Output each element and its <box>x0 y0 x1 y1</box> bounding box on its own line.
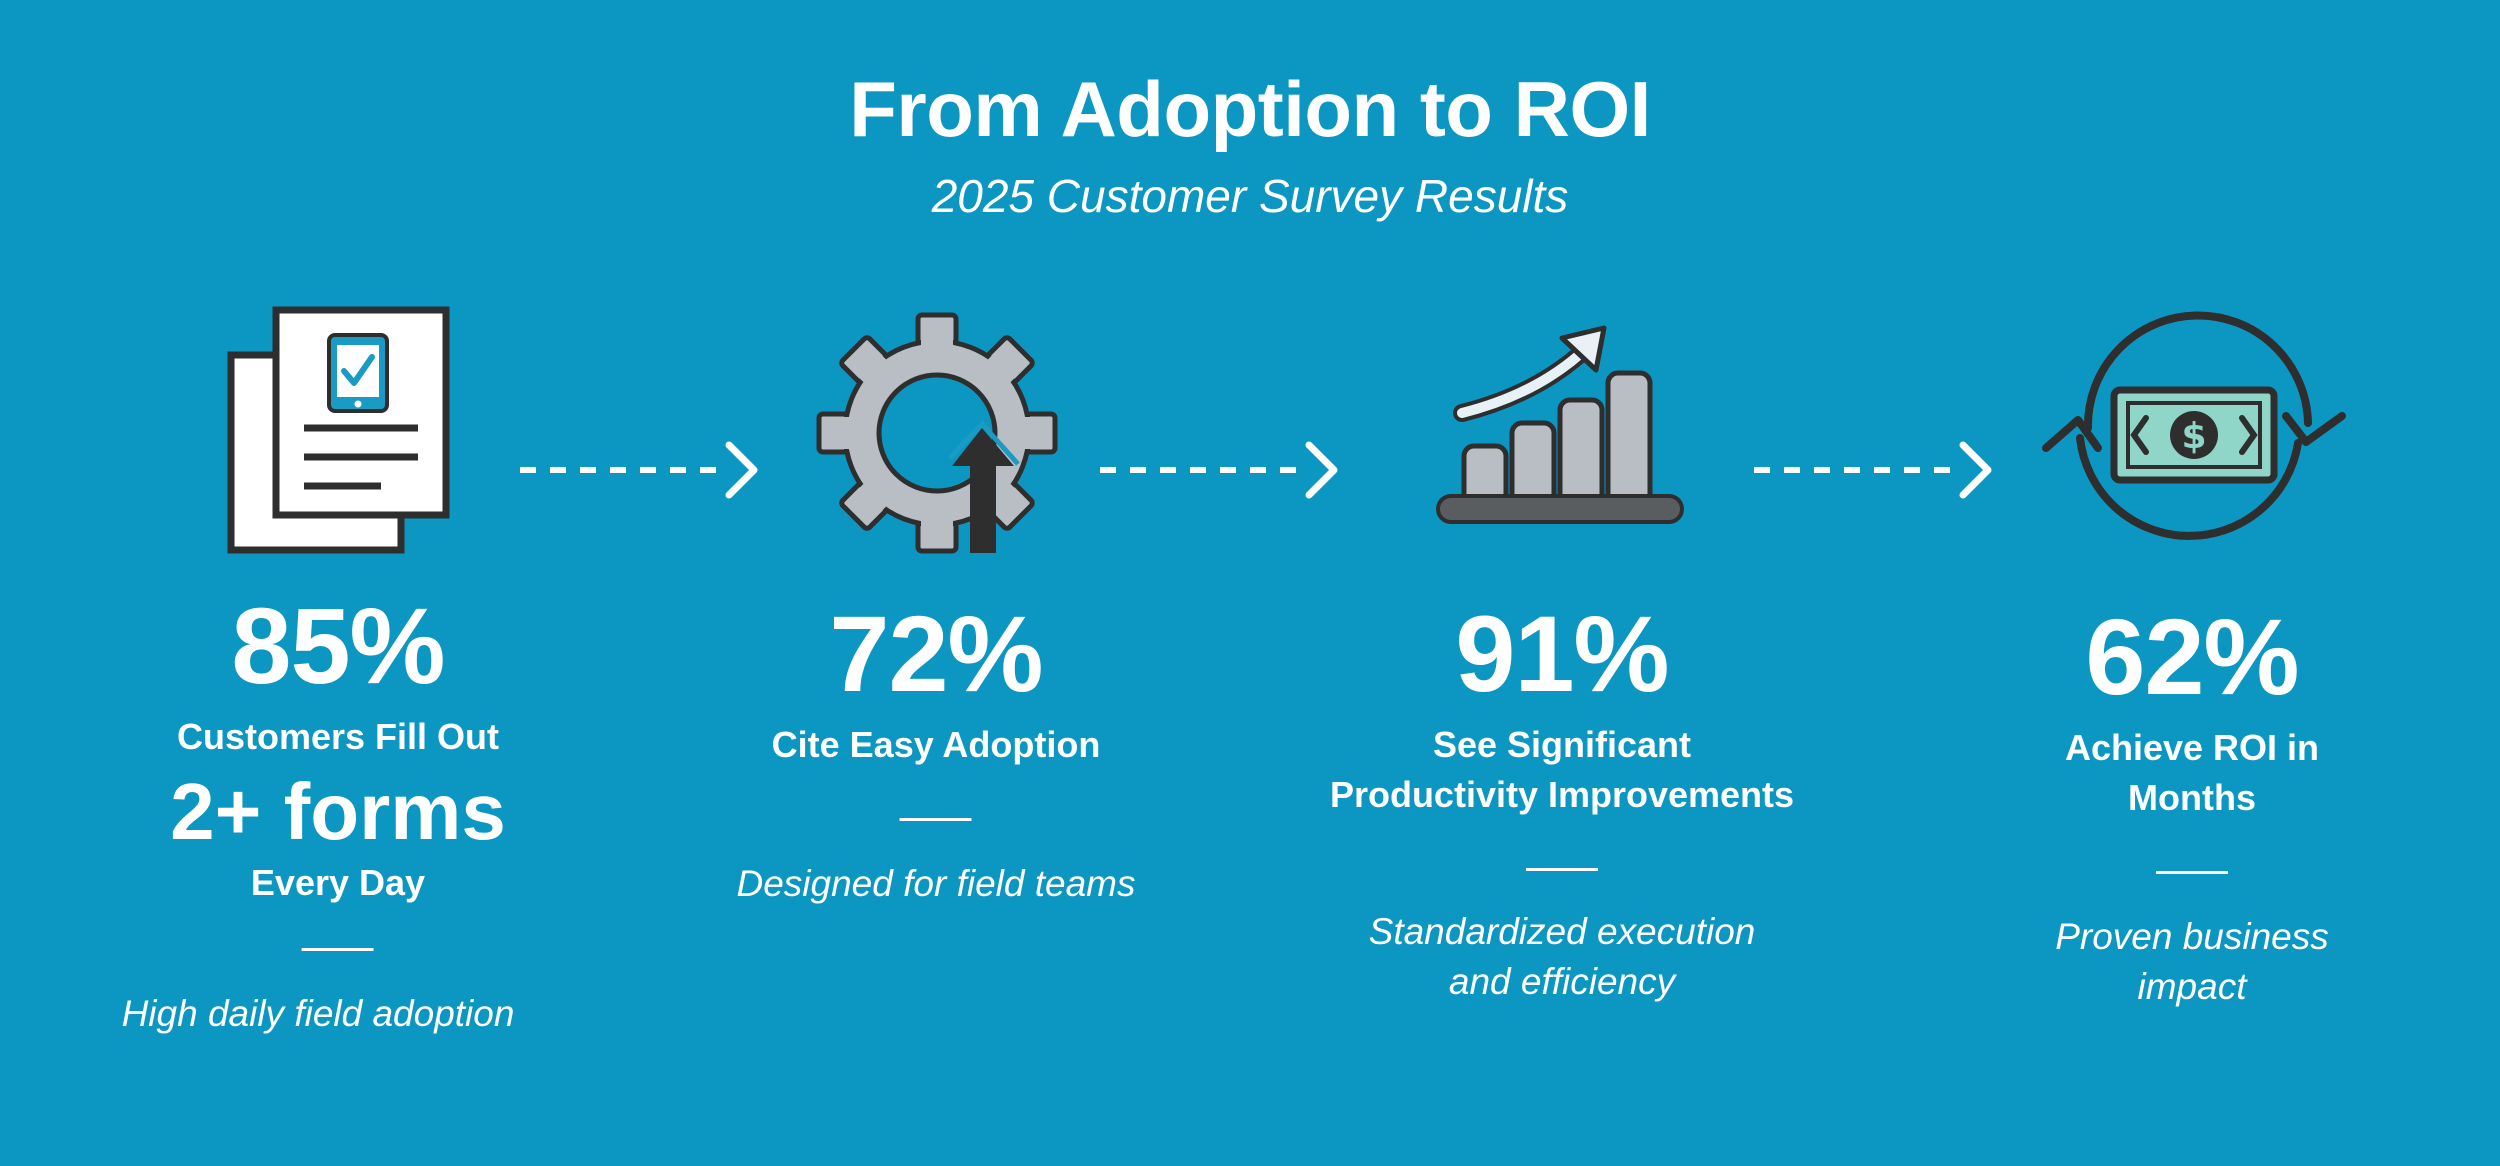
stat-forms: 85% Customers Fill Out 2+ forms Every Da… <box>122 585 515 1039</box>
stat-adoption: 72% Cite Easy Adoption Designed for fiel… <box>737 600 1136 909</box>
dashed-arrow-1 <box>520 441 758 499</box>
stat-label-bottom: Every Day <box>250 862 426 903</box>
divider <box>302 948 374 951</box>
divider <box>2156 871 2228 874</box>
forms-icon <box>227 306 450 554</box>
gear-arrow-icon <box>816 312 1058 554</box>
stat-label-line1: See Significant <box>1432 724 1692 765</box>
stat-label: Cite Easy Adoption <box>771 724 1101 765</box>
divider <box>899 818 972 821</box>
stat-value: 72% <box>829 593 1043 714</box>
page-title: From Adoption to ROI <box>849 65 1651 153</box>
growth-chart-icon <box>1436 325 1684 524</box>
stat-note: Proven business impact <box>2055 916 2329 1007</box>
stat-highlight: 2+ forms <box>170 767 506 856</box>
stat-value: 91% <box>1455 593 1669 714</box>
page-subtitle: 2025 Customer Survey Results <box>931 170 1569 222</box>
stat-note-line1: Standardized execution <box>1368 911 1756 952</box>
dashed-arrow-3 <box>1754 441 1992 499</box>
svg-text:$: $ <box>2181 416 2206 457</box>
stat-note: High daily field adoption <box>121 993 515 1034</box>
dashed-arrow-2 <box>1100 441 1338 499</box>
stat-value: 62% <box>2085 596 2299 717</box>
stat-note-line2: and efficiency <box>1448 961 1676 1002</box>
money-cycle-icon: $ <box>2042 311 2346 540</box>
stat-label: Achieve ROI in Months <box>2064 727 2320 818</box>
stat-productivity: 91% See Significant Productivity Improve… <box>1330 600 1794 1007</box>
divider <box>1526 868 1598 871</box>
stat-note: Designed for field teams <box>736 863 1136 904</box>
stat-label-top: Customers Fill Out <box>176 716 500 757</box>
stat-roi: 62% Achieve ROI in Months Proven busines… <box>2038 603 2346 1012</box>
stat-label-line2: Productivity Improvements <box>1329 774 1795 815</box>
stat-value: 85% <box>231 585 445 706</box>
